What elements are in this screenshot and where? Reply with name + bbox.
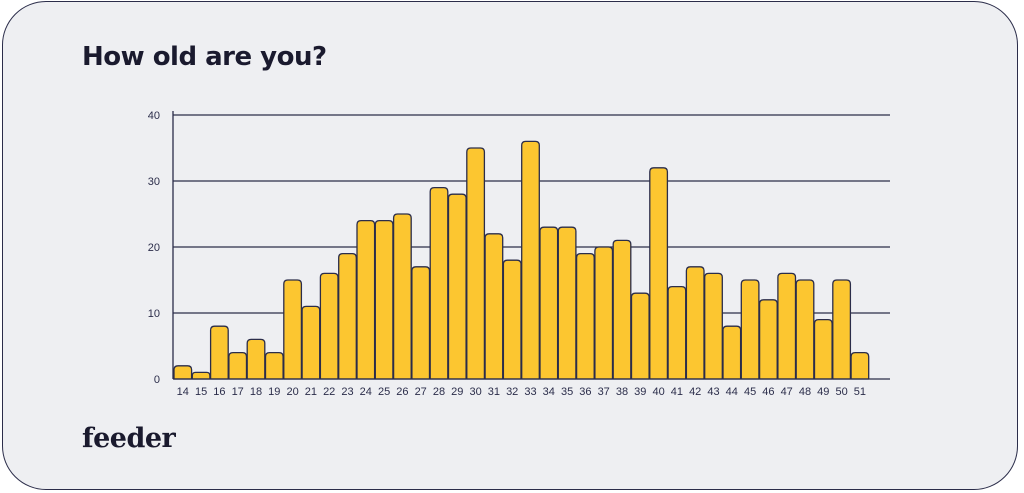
bar-24 — [356, 219, 376, 380]
bar-16 — [209, 325, 229, 380]
x-tick-label: 32 — [506, 386, 518, 398]
bar-15 — [191, 371, 211, 380]
bar-25 — [374, 219, 394, 380]
y-tick-label: 40 — [148, 110, 160, 122]
x-tick-label: 42 — [689, 386, 701, 398]
bar-50 — [832, 279, 852, 380]
x-tick-label: 15 — [195, 386, 207, 398]
bar-32 — [502, 259, 522, 380]
x-tick-label: 25 — [378, 386, 390, 398]
bar-45 — [740, 279, 760, 380]
bars — [173, 140, 870, 380]
x-tick-label: 17 — [232, 386, 244, 398]
x-tick-label: 21 — [305, 386, 317, 398]
x-tick-label: 20 — [286, 386, 298, 398]
bar-31 — [484, 233, 504, 380]
feeder-logo: feeder — [82, 423, 176, 454]
bar-43 — [704, 272, 723, 380]
bar-28 — [429, 186, 449, 380]
bar-44 — [722, 325, 742, 380]
x-tick-labels: 14 15 16 17 18 19 20 21 22 23 24 25 26 27 28 29 30 31 32 33… — [177, 386, 866, 398]
y-tick-label: 0 — [154, 374, 160, 386]
x-tick-label: 46 — [762, 386, 774, 398]
bar-17 — [228, 351, 248, 380]
bar-48 — [795, 279, 815, 380]
x-tick-label: 30 — [469, 386, 481, 398]
x-tick-label: 14 — [177, 386, 189, 398]
x-tick-label: 34 — [543, 386, 555, 398]
x-tick-label: 50 — [835, 386, 847, 398]
bar-42 — [685, 266, 705, 380]
y-tick-label: 10 — [148, 308, 160, 320]
x-tick-label: 49 — [817, 386, 829, 398]
y-tick-label: 30 — [148, 176, 160, 188]
x-tick-label: 41 — [671, 386, 683, 398]
bar-34 — [539, 226, 559, 380]
x-tick-label: 24 — [360, 386, 372, 398]
x-tick-label: 35 — [561, 386, 573, 398]
y-tick-label: 20 — [148, 242, 160, 254]
bar-33 — [521, 140, 540, 380]
bar-23 — [338, 252, 357, 380]
bar-39 — [630, 292, 650, 380]
x-tick-label: 18 — [250, 386, 262, 398]
bar-41 — [667, 285, 687, 380]
chart-title: How old are you? — [82, 42, 327, 72]
bar-40 — [649, 167, 669, 380]
x-tick-label: 39 — [634, 386, 646, 398]
x-tick-label: 33 — [524, 386, 536, 398]
x-tick-label: 47 — [781, 386, 793, 398]
bar-18 — [246, 338, 266, 380]
x-tick-label: 44 — [726, 386, 738, 398]
x-tick-label: 36 — [579, 386, 591, 398]
bar-20 — [283, 279, 303, 380]
x-tick-label: 45 — [744, 386, 756, 398]
bar-47 — [777, 272, 797, 380]
bar-26 — [392, 213, 412, 380]
x-tick-label: 27 — [415, 386, 427, 398]
x-tick-label: 40 — [652, 386, 664, 398]
bar-21 — [301, 305, 321, 380]
x-tick-label: 28 — [433, 386, 445, 398]
x-tick-label: 16 — [213, 386, 225, 398]
x-tick-label: 29 — [451, 386, 463, 398]
bar-46 — [758, 299, 778, 380]
bar-35 — [557, 226, 577, 380]
x-tick-label: 26 — [396, 386, 408, 398]
bar-19 — [264, 351, 284, 380]
bar-51 — [850, 351, 870, 380]
x-tick-label: 22 — [323, 386, 335, 398]
x-tick-label: 37 — [598, 386, 610, 398]
bar-49 — [813, 318, 833, 380]
bar-30 — [466, 147, 486, 380]
x-tick-label: 23 — [341, 386, 353, 398]
bar-14 — [173, 365, 193, 380]
x-tick-label: 48 — [799, 386, 811, 398]
x-tick-label: 51 — [854, 386, 866, 398]
bar-37 — [594, 246, 614, 380]
x-tick-label: 38 — [616, 386, 628, 398]
bar-29 — [447, 193, 467, 380]
bar-38 — [612, 239, 632, 380]
x-tick-label: 19 — [268, 386, 280, 398]
bar-27 — [411, 266, 431, 380]
bar-22 — [319, 272, 339, 380]
x-tick-label: 31 — [488, 386, 500, 398]
y-tick-labels: 0 10 20 30 40 — [148, 110, 160, 386]
x-tick-label: 43 — [707, 386, 719, 398]
bar-36 — [575, 252, 595, 380]
